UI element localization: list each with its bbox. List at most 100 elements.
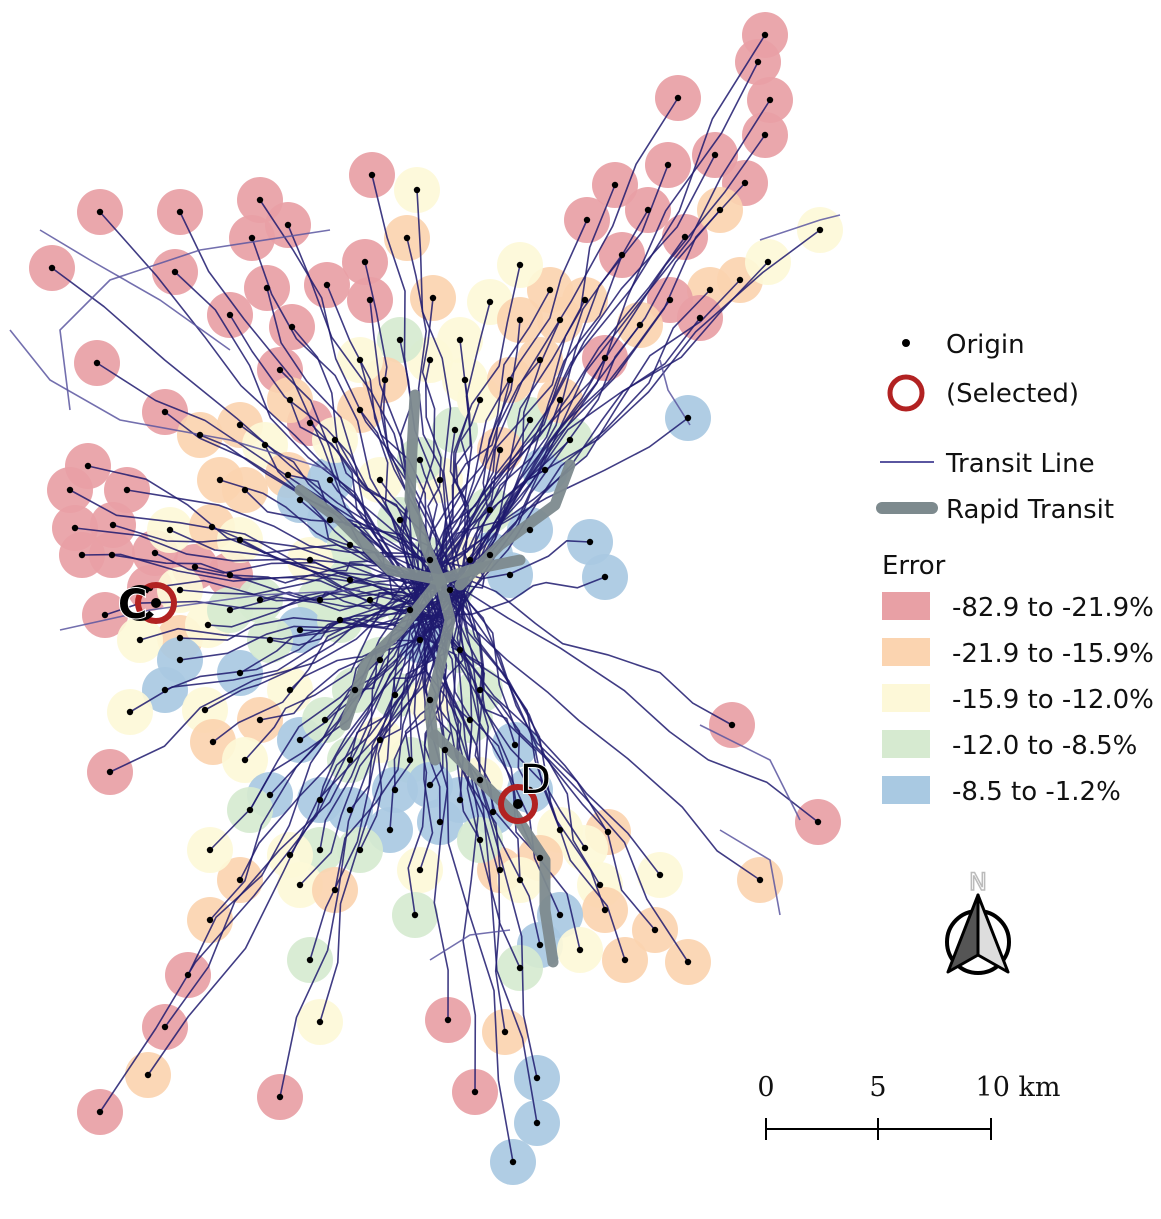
origin-dot-188 [266,636,274,644]
origin-dot-76 [256,716,264,724]
origin-dot-189 [136,636,144,644]
transit-line-53 [126,489,451,573]
origin-dot-60 [226,571,234,579]
rapid-transit-layer [294,389,576,968]
legend-class-label-1: -21.9 to -15.9% [952,639,1154,669]
transit-line-17 [415,229,821,589]
legend-swatch-2 [882,684,930,712]
origin-dot-78 [106,768,114,776]
origin-dot-2 [766,96,774,104]
origin-dot-65 [241,486,249,494]
rapid-transit-line-6 [434,554,526,586]
legend-swatch-1 [882,638,930,666]
origin-dot-139 [296,881,304,889]
transit-line-97 [449,571,733,726]
transit-line-extra-5 [719,829,781,916]
transit-line-153 [459,580,626,961]
origin-dot-68 [296,496,304,504]
legend-rapid-transit-label: Rapid Transit [946,495,1114,525]
transit-line-66 [287,474,440,571]
origin-dot-62 [166,526,174,534]
transit-line-27 [416,189,465,588]
origin-dot-84 [346,806,354,814]
origin-dot-77 [126,708,134,716]
origin-dot-153 [621,956,629,964]
origin-dot-79 [209,738,217,746]
origin-dot-99 [586,538,594,546]
origin-dot-16 [764,258,772,266]
origin-dot-43 [263,284,271,292]
scale-tick-10: 10 km [976,1072,1061,1103]
origin-dot-31 [366,296,374,304]
origin-dot-107 [496,446,504,454]
origin-dot-92 [604,828,612,836]
origin-dot-97 [728,721,736,729]
origin-dot-29 [429,294,437,302]
transit-line-2 [462,99,771,586]
rapid-transit-line-4 [339,574,446,731]
origin-dot-41 [226,311,234,319]
selected-marker-c[interactable]: C [117,581,177,629]
origin-dot-112 [381,376,389,384]
origin-dot-174 [466,556,474,564]
origin-dot-159 [96,1108,104,1116]
scale-bar: 0 5 10 km [757,1072,1060,1140]
origin-dot-195 [391,786,399,794]
origin-dot-90 [489,808,497,816]
origin-dot-74 [201,706,209,714]
selected-marker-d[interactable]: D [498,756,552,824]
origin-dot-114 [331,436,339,444]
transit-line-extra-8 [429,929,511,961]
transit-line-36 [174,271,416,593]
origin-dot-152 [651,926,659,934]
origin-dot-186 [256,596,264,604]
origin-dot-98 [684,414,692,422]
origin-dot-49 [261,441,269,449]
transit-line-67 [289,399,420,583]
legend-transit-line-label: Transit Line [945,449,1095,479]
legend-class-label-3: -12.0 to -8.5% [952,731,1137,761]
origin-dot-35 [248,234,256,242]
transit-line-110 [425,359,442,571]
transit-line-extra-3 [659,359,691,426]
transit-line-189 [139,612,453,641]
transit-line-79 [212,572,430,743]
origin-dot-164 [501,1028,509,1036]
origin-dot-63 [208,523,216,531]
origin-dot-67 [286,396,294,404]
origin-dot-163 [444,1016,452,1024]
origin-dot-85 [386,826,394,834]
legend-class-label-4: -8.5 to -1.2% [952,777,1121,807]
origin-dot-108 [451,426,459,434]
origin-dot-172 [426,556,434,564]
origin-dot-30 [361,258,369,266]
transit-line-138 [239,618,435,881]
origin-dot-150 [516,964,524,972]
origin-dot-175 [486,506,494,514]
transit-line-6 [432,182,746,620]
origin-dot-50 [84,462,92,470]
legend-swatch-3 [882,730,930,758]
origin-dot-100 [601,573,609,581]
origin-dot-23 [546,286,554,294]
origin-dot-165 [471,1088,479,1096]
transit-line-154 [437,569,689,963]
origin-dot-48 [236,421,244,429]
origin-dot-1 [754,58,762,66]
origin-dot-128 [456,646,464,654]
transit-line-51 [69,489,457,615]
origin-dot-191 [176,586,184,594]
origin-dot-26 [368,171,376,179]
transit-line-111 [399,339,423,583]
transit-line-extra-1 [9,329,331,471]
transit-line-96 [464,589,819,823]
rapid-transit-line-3 [424,574,456,766]
transit-line-150 [421,612,521,969]
transit-line-extra-4 [699,724,801,821]
transit-line-104 [431,469,546,572]
origin-dot-116 [346,541,354,549]
origin-dot-12 [716,206,724,214]
origin-dot-44 [276,366,284,374]
origin-dot-193 [476,836,484,844]
transit-line-152 [462,603,656,931]
